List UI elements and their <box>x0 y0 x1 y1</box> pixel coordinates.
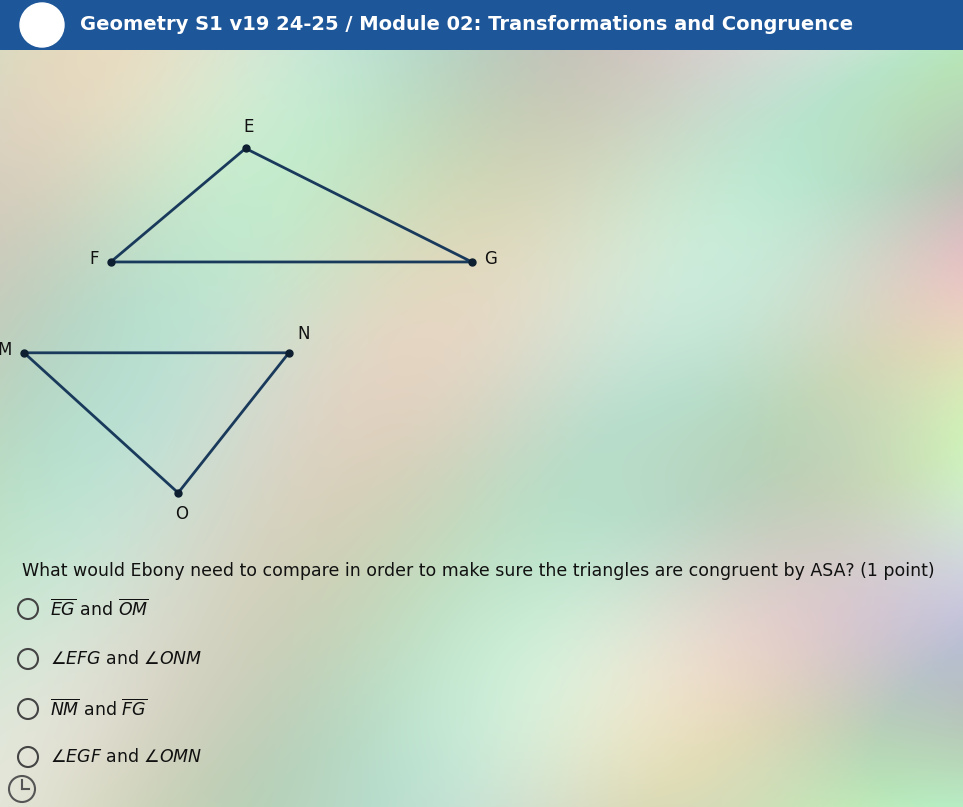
Text: M: M <box>0 341 13 359</box>
Text: $\overline{EG}$ and $\overline{OM}$: $\overline{EG}$ and $\overline{OM}$ <box>50 598 149 620</box>
Text: What would Ebony need to compare in order to make sure the triangles are congrue: What would Ebony need to compare in orde… <box>22 562 935 580</box>
Text: $\angle EGF$ and $\angle OMN$: $\angle EGF$ and $\angle OMN$ <box>50 748 202 766</box>
Bar <box>0 0 963 50</box>
Text: Geometry S1 v19 24-25 / Module 02: Transformations and Congruence: Geometry S1 v19 24-25 / Module 02: Trans… <box>80 15 853 35</box>
Text: $\overline{NM}$ and $\overline{FG}$: $\overline{NM}$ and $\overline{FG}$ <box>50 698 147 720</box>
Text: O: O <box>174 505 188 523</box>
Text: $\angle EFG$ and $\angle ONM$: $\angle EFG$ and $\angle ONM$ <box>50 650 202 668</box>
Text: E: E <box>244 119 254 136</box>
Text: G: G <box>483 250 497 268</box>
Text: N: N <box>297 324 309 343</box>
Circle shape <box>20 3 64 47</box>
Text: F: F <box>90 250 99 268</box>
